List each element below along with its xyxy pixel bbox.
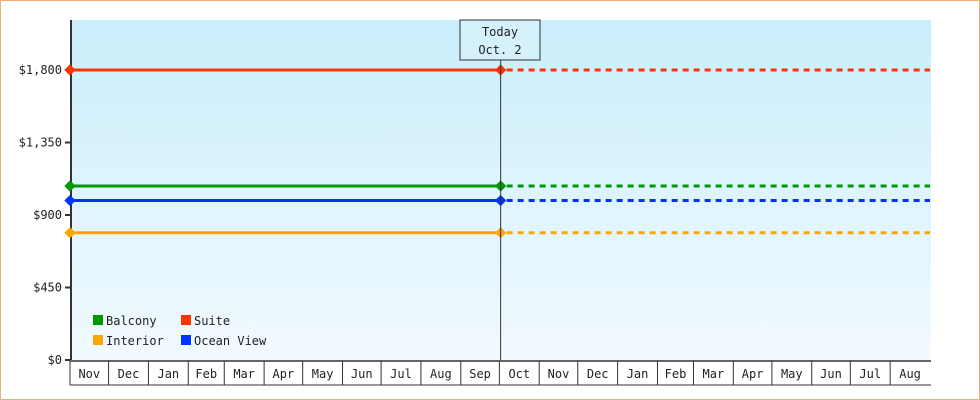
legend-label: Ocean View [194, 334, 267, 348]
y-tick-label: $1,800 [19, 63, 62, 77]
legend-label: Interior [106, 334, 164, 348]
legend-label: Suite [194, 314, 230, 328]
legend-swatch [181, 335, 191, 345]
legend-swatch [93, 315, 103, 325]
x-tick-label: May [781, 367, 803, 381]
y-tick-label: $450 [33, 281, 62, 295]
legend-label: Balcony [106, 314, 157, 328]
today-label-box [459, 19, 541, 61]
x-tick-label: Nov [78, 367, 100, 381]
x-tick-label: Feb [665, 367, 687, 381]
x-tick-label: Nov [548, 367, 570, 381]
x-tick-label: Jan [627, 367, 649, 381]
x-tick-label: Jun [820, 367, 842, 381]
x-tick-label: Aug [430, 367, 452, 381]
x-tick-label: Apr [742, 367, 764, 381]
legend-swatch [181, 315, 191, 325]
today-label: Today [482, 25, 518, 39]
legend-swatch [93, 335, 103, 345]
y-tick-label: $900 [33, 208, 62, 222]
x-tick-label: Jul [859, 367, 881, 381]
x-tick-label: May [312, 367, 334, 381]
x-tick-label: Apr [273, 367, 295, 381]
legend-item-interior: Interior [93, 334, 164, 348]
legend-item-ocean-view: Ocean View [181, 334, 267, 348]
x-tick-label: Oct [508, 367, 530, 381]
legend-item-suite: Suite [181, 314, 230, 328]
legend-item-balcony: Balcony [93, 314, 157, 328]
x-tick-label: Mar [703, 367, 725, 381]
today-date: Oct. 2 [478, 43, 521, 57]
x-tick-label: Sep [469, 367, 491, 381]
x-tick-label: Aug [899, 367, 921, 381]
x-tick-label: Dec [587, 367, 609, 381]
x-tick-label: Jun [351, 367, 373, 381]
x-tick-label: Dec [118, 367, 140, 381]
x-tick-label: Jul [390, 367, 412, 381]
x-tick-label: Jan [157, 367, 179, 381]
y-tick-label: $1,350 [19, 136, 62, 150]
x-tick-label: Feb [195, 367, 217, 381]
y-tick-label: $0 [48, 353, 62, 367]
x-tick-label: Mar [233, 367, 255, 381]
